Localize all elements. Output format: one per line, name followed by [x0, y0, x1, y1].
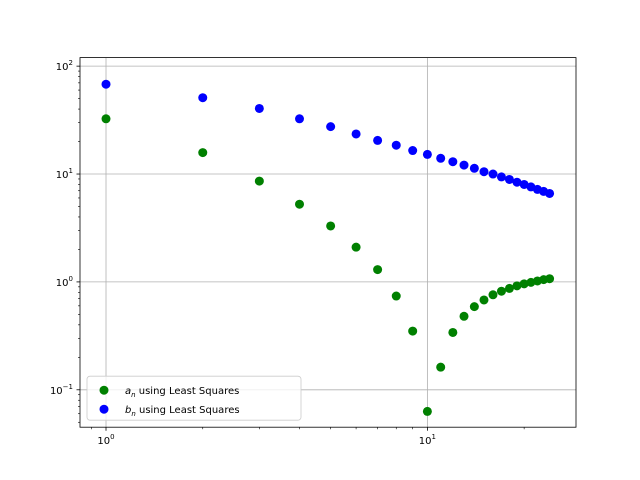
data-point-series-0	[326, 221, 336, 231]
data-point-series-1	[469, 163, 479, 173]
legend-label: an using Least Squares	[125, 386, 239, 399]
data-point-series-0	[351, 242, 361, 252]
data-point-series-0	[198, 148, 208, 158]
data-point-series-1	[254, 103, 264, 113]
data-point-series-0	[459, 311, 469, 321]
data-point-series-1	[408, 146, 418, 156]
y-tick-label: 100	[56, 275, 73, 289]
data-point-series-0	[408, 326, 418, 336]
data-point-series-0	[295, 199, 305, 209]
data-point-series-0	[422, 406, 432, 416]
data-point-series-1	[512, 177, 522, 187]
y-tick-label: 101	[56, 167, 73, 181]
data-point-series-0	[448, 327, 458, 337]
data-point-series-0	[436, 362, 446, 372]
data-point-series-1	[488, 169, 498, 179]
legend-marker	[99, 385, 109, 395]
grid	[80, 57, 576, 428]
data-points	[101, 79, 555, 416]
data-point-series-1	[391, 140, 401, 150]
data-point-series-1	[422, 149, 432, 159]
axes-frame	[79, 57, 577, 428]
ticks: 100 101 10−1 100 101 102	[50, 59, 525, 447]
y-tick-label: 10−1	[50, 383, 73, 397]
data-point-series-0	[469, 302, 479, 312]
data-point-series-1	[198, 93, 208, 103]
x-tick-label: 100	[97, 433, 114, 447]
legend-label: bn using Least Squares	[125, 405, 240, 418]
data-point-series-1	[326, 122, 336, 132]
data-point-series-0	[504, 283, 514, 293]
data-point-series-0	[488, 290, 498, 300]
data-point-series-0	[512, 281, 522, 291]
data-point-series-0	[254, 176, 264, 186]
data-point-series-1	[101, 79, 111, 89]
data-point-series-1	[519, 179, 529, 189]
data-point-series-0	[479, 295, 489, 305]
data-point-series-1	[436, 153, 446, 163]
data-point-series-1	[351, 129, 361, 139]
data-point-series-1	[373, 135, 383, 145]
y-tick-label: 102	[56, 59, 73, 73]
x-tick-label: 101	[419, 433, 436, 447]
data-point-series-0	[373, 265, 383, 275]
legend-marker	[99, 404, 109, 414]
data-point-series-1	[545, 188, 555, 198]
data-point-series-0	[545, 274, 555, 284]
legend: an using Least Squares bn using Least Squ…	[86, 375, 302, 421]
data-point-series-1	[448, 157, 458, 167]
data-point-series-0	[101, 114, 111, 124]
data-point-series-1	[295, 114, 305, 124]
data-point-series-1	[459, 160, 469, 170]
legend-box	[86, 375, 302, 421]
data-point-series-0	[391, 291, 401, 301]
data-point-series-1	[496, 172, 506, 182]
data-point-series-1	[479, 167, 489, 177]
data-point-series-1	[504, 174, 514, 184]
data-point-series-0	[496, 286, 506, 296]
data-point-series-0	[519, 279, 529, 289]
